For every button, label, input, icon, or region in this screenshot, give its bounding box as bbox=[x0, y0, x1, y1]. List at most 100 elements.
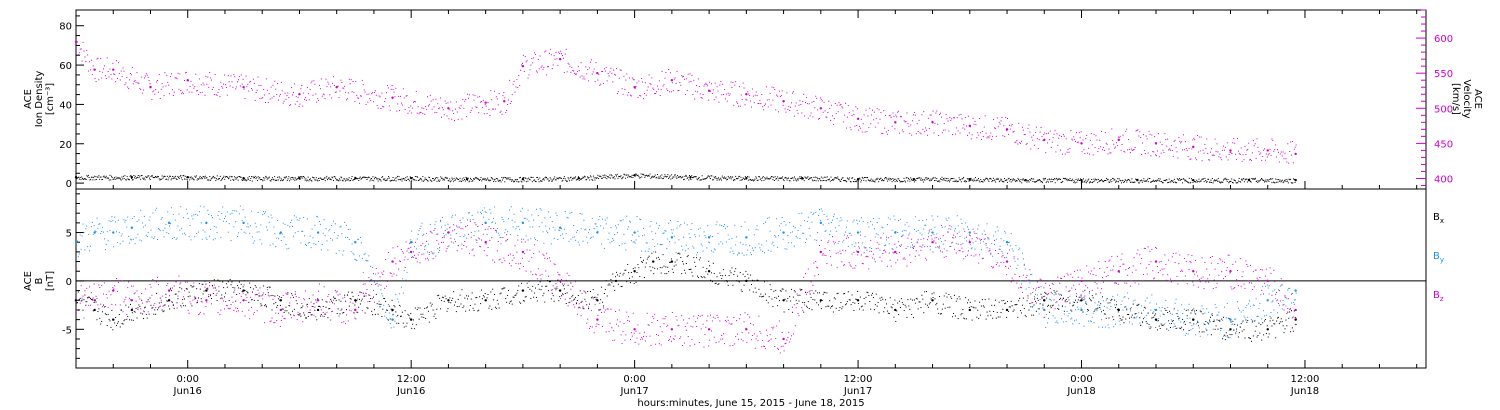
data-point bbox=[429, 177, 431, 179]
data-point bbox=[1019, 142, 1021, 144]
data-point bbox=[582, 240, 584, 242]
data-point bbox=[1126, 307, 1128, 309]
data-point bbox=[108, 177, 110, 179]
data-point bbox=[427, 251, 428, 253]
data-point bbox=[897, 111, 899, 113]
data-point bbox=[703, 85, 705, 87]
data-point bbox=[1222, 181, 1224, 183]
data-point bbox=[1270, 311, 1272, 313]
data-point bbox=[510, 180, 512, 182]
data-point bbox=[183, 93, 185, 95]
data-point bbox=[442, 179, 444, 181]
data-point bbox=[116, 278, 118, 280]
data-point bbox=[977, 179, 979, 181]
data-point bbox=[934, 122, 936, 124]
data-point bbox=[128, 235, 130, 237]
data-point bbox=[304, 98, 306, 100]
data-point bbox=[1122, 180, 1124, 182]
data-point bbox=[1029, 178, 1031, 180]
data-point bbox=[352, 252, 354, 254]
data-point bbox=[1290, 178, 1292, 180]
data-point bbox=[894, 250, 897, 254]
data-point bbox=[305, 178, 307, 180]
data-point bbox=[199, 311, 201, 313]
data-point bbox=[423, 107, 425, 109]
data-point bbox=[1169, 148, 1171, 150]
data-point bbox=[848, 232, 850, 234]
data-point bbox=[648, 74, 650, 76]
data-point bbox=[572, 236, 574, 238]
data-point bbox=[479, 238, 481, 240]
data-point bbox=[970, 248, 972, 250]
data-point bbox=[963, 228, 965, 230]
data-point bbox=[929, 180, 931, 182]
data-point bbox=[787, 177, 789, 179]
data-point bbox=[751, 179, 753, 181]
data-point bbox=[677, 90, 679, 92]
data-point bbox=[261, 97, 263, 99]
data-point bbox=[153, 90, 155, 92]
data-point bbox=[454, 229, 455, 231]
data-point bbox=[249, 180, 251, 182]
data-point bbox=[521, 207, 523, 209]
data-point bbox=[551, 180, 553, 182]
data-point bbox=[842, 177, 844, 179]
data-point bbox=[887, 178, 889, 180]
data-point bbox=[616, 231, 618, 233]
data-point bbox=[782, 337, 785, 341]
data-point bbox=[788, 180, 790, 182]
data-point bbox=[1184, 334, 1186, 336]
data-point bbox=[554, 264, 556, 266]
data-point bbox=[209, 235, 211, 237]
data-point bbox=[886, 178, 888, 180]
data-point bbox=[392, 176, 394, 178]
data-point bbox=[1212, 328, 1214, 330]
data-point bbox=[817, 231, 819, 233]
data-point bbox=[320, 249, 322, 251]
data-point bbox=[1077, 179, 1079, 181]
data-point bbox=[258, 231, 260, 233]
data-point bbox=[1061, 318, 1063, 320]
data-point bbox=[724, 228, 726, 230]
data-point bbox=[832, 179, 834, 181]
data-point bbox=[370, 279, 372, 281]
data-point bbox=[1033, 304, 1035, 306]
data-point bbox=[145, 176, 147, 178]
data-point bbox=[823, 176, 825, 178]
data-point bbox=[1141, 181, 1143, 183]
data-point bbox=[1213, 154, 1215, 156]
data-point bbox=[171, 178, 173, 180]
data-point bbox=[513, 213, 515, 215]
data-point bbox=[534, 237, 536, 239]
data-point bbox=[808, 178, 810, 180]
data-point bbox=[982, 136, 984, 138]
data-point bbox=[150, 229, 152, 231]
data-point bbox=[1191, 179, 1193, 181]
data-point bbox=[236, 210, 238, 212]
data-point bbox=[77, 256, 79, 258]
data-point bbox=[1093, 133, 1095, 135]
data-point bbox=[375, 283, 377, 285]
data-point bbox=[1265, 179, 1267, 181]
data-point bbox=[956, 215, 958, 217]
data-point bbox=[705, 82, 707, 84]
data-point bbox=[771, 86, 773, 88]
data-point bbox=[666, 88, 668, 90]
data-point bbox=[451, 241, 453, 243]
data-point bbox=[682, 249, 684, 251]
data-point bbox=[1103, 150, 1105, 152]
data-point bbox=[211, 89, 213, 91]
data-point bbox=[334, 176, 336, 178]
data-point bbox=[732, 82, 734, 84]
data-point bbox=[467, 177, 469, 179]
data-point bbox=[959, 235, 961, 237]
data-point bbox=[380, 108, 382, 110]
data-point bbox=[287, 92, 289, 94]
data-point bbox=[142, 92, 144, 94]
data-point bbox=[432, 253, 434, 255]
data-point bbox=[1092, 154, 1094, 156]
data-point bbox=[1080, 307, 1082, 309]
data-point bbox=[360, 95, 362, 97]
data-point bbox=[670, 78, 674, 82]
data-point bbox=[177, 72, 179, 74]
